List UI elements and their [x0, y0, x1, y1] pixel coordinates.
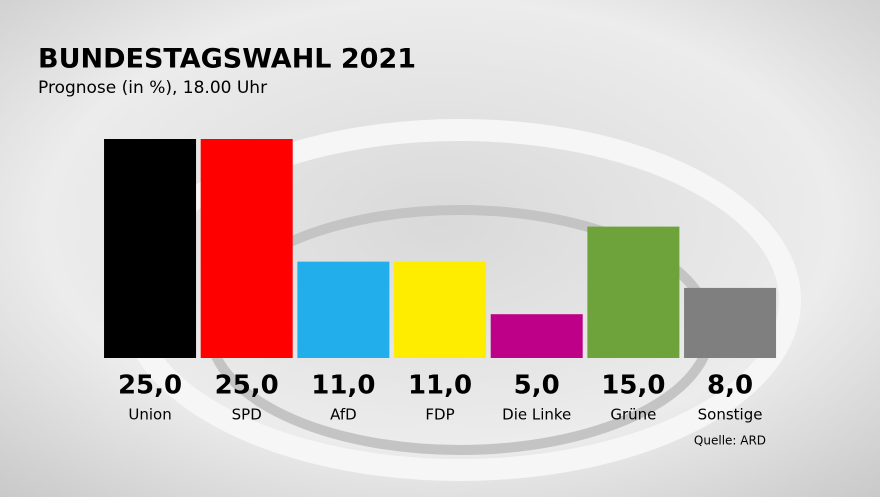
chart-subtitle: Prognose (in %), 18.00 Uhr [38, 78, 267, 98]
value-label: 5,0 [514, 371, 560, 401]
source: Quelle: ARD [694, 434, 766, 448]
value-label: 8,0 [707, 371, 753, 401]
x-tick-label: Sonstige [698, 406, 763, 424]
value-label: 11,0 [408, 371, 472, 401]
bar [490, 314, 583, 358]
x-tick-label: Union [128, 406, 171, 424]
value-label: 15,0 [601, 371, 665, 401]
x-tick-label: SPD [232, 406, 262, 424]
x-tick-label: Grüne [610, 406, 656, 424]
bar [684, 287, 777, 358]
x-tick-label: FDP [425, 406, 454, 424]
x-tick-label: AfD [330, 406, 357, 424]
bar [297, 261, 390, 358]
value-label: 25,0 [215, 371, 279, 401]
bar [104, 139, 197, 358]
value-label: 11,0 [311, 371, 375, 401]
bar [394, 261, 487, 358]
bar [200, 139, 293, 358]
x-tick-label: Die Linke [502, 406, 571, 424]
value-label: 25,0 [118, 371, 182, 401]
bar [587, 226, 680, 358]
chart-title: BUNDESTAGSWAHL 2021 [38, 44, 416, 75]
